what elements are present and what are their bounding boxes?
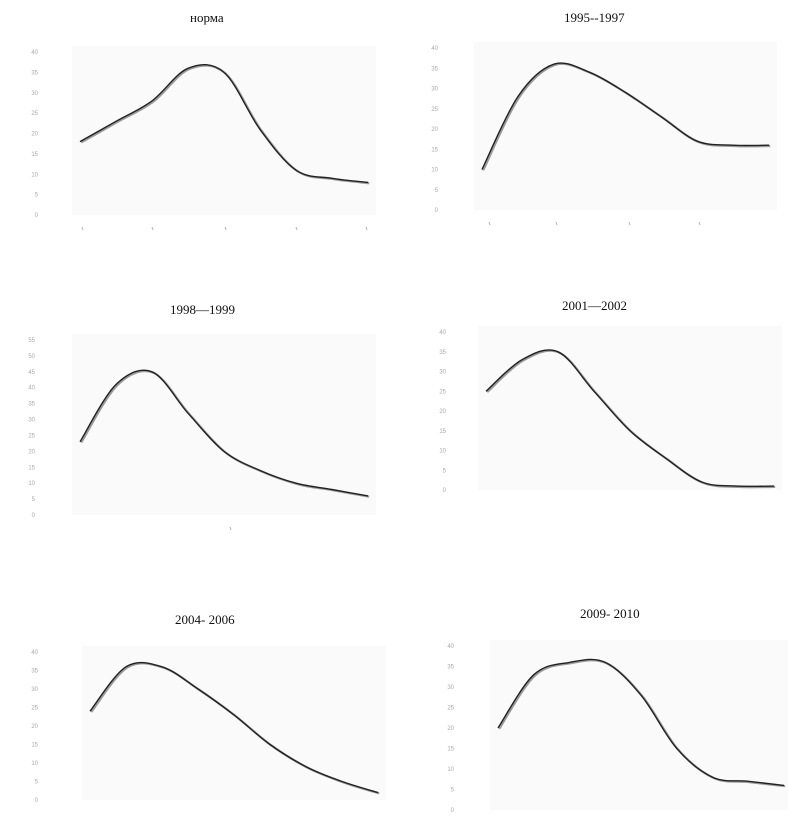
y-tick-label: 40 [31,650,38,656]
chart-panel-norma: норма 40 35 30 25 20 15 10 5 0 [0,0,394,270]
y-tick-label: 10 [431,168,438,174]
chart-panel-1995-1997: 1995--1997 40 35 30 25 20 15 10 5 0 [394,0,788,270]
y-tick-label: 30 [447,685,454,691]
y-tick-label: 35 [28,402,35,408]
chart-title: 2009- 2010 [580,606,640,621]
y-tick-label: 40 [31,50,38,56]
y-tick-label: 0 [32,513,36,519]
y-tick-label: 5 [435,188,439,194]
line-chart: 40 35 30 25 20 15 10 5 0 [31,46,376,231]
y-tick-label: 35 [31,70,38,76]
y-tick-label: 15 [31,743,38,749]
y-tick-label: 40 [439,330,446,336]
y-tick-label: 20 [439,409,446,415]
y-tick-label: 25 [28,433,35,439]
y-tick-label: 5 [443,468,447,474]
series-line [485,349,775,488]
line-chart: 40 35 30 25 20 15 10 5 0 [431,42,777,226]
y-tick-label: 20 [447,726,454,732]
y-tick-label: 5 [35,193,39,199]
chart-title: 1995--1997 [564,10,625,25]
y-tick-label: 20 [31,724,38,730]
y-tick-label: 5 [35,780,39,786]
line-chart: 40 35 30 25 20 15 10 5 0 [31,646,386,804]
x-tick-mark [81,226,84,231]
y-tick-label: 0 [451,808,455,814]
line-chart: 40 35 30 25 20 15 10 5 0 [439,326,782,494]
y-tick-label: 30 [439,370,446,376]
line-chart: 40 35 30 25 20 15 10 5 0 [447,640,788,822]
y-tick-label: 25 [439,389,446,395]
chart-title: 2001—2002 [562,298,627,313]
y-tick-label: 35 [431,66,438,72]
y-tick-label: 10 [31,761,38,767]
plot-area [82,646,386,800]
y-tick-label: 30 [28,418,35,424]
x-tick-mark [365,226,368,231]
y-tick-label: 50 [28,354,35,360]
y-tick-label: 15 [31,152,38,158]
y-tick-label: 35 [439,350,446,356]
series-line [79,369,369,497]
chart-panel-1998-1999: 1998—1999 55 50 45 40 35 30 25 20 15 10 5 0 [0,290,394,560]
y-tick-label: 25 [447,706,454,712]
chart-title: норма [190,10,224,25]
plot-area [72,334,376,515]
y-tick-label: 0 [435,208,439,214]
chart-title: 1998—1999 [170,302,235,317]
chart-panel-2009-2010: 2009- 2010 40 35 30 25 20 15 10 5 0 [394,600,788,822]
series-line [497,658,785,787]
y-tick-label: 15 [439,429,446,435]
y-tick-label: 30 [31,687,38,693]
y-tick-label: 40 [447,644,454,650]
x-tick-mark [229,526,232,531]
x-tick-mark [555,221,558,226]
y-tick-label: 20 [431,127,438,133]
y-tick-label: 35 [31,669,38,675]
y-tick-label: 10 [439,449,446,455]
y-tick-label: 0 [443,488,447,494]
plot-area [474,42,777,210]
x-tick-mark [151,226,154,231]
chart-panel-2001-2002: 2001—2002 40 35 30 25 20 15 10 5 0 [394,290,788,560]
y-tick-label: 15 [28,465,35,471]
x-tick-mark [698,221,701,226]
y-tick-label: 35 [447,665,454,671]
y-tick-label: 10 [447,767,454,773]
x-tick-mark [488,221,491,226]
plot-area [72,46,376,215]
y-tick-label: 15 [431,147,438,153]
series-line [79,64,369,184]
x-tick-mark [295,226,298,231]
chart-panel-2004-2006: 2004- 2006 40 35 30 25 20 15 10 5 0 [0,600,394,822]
x-tick-mark [628,221,631,226]
y-tick-label: 15 [447,747,454,753]
y-tick-label: 20 [28,449,35,455]
y-tick-label: 5 [32,497,36,503]
y-tick-label: 0 [35,798,39,804]
y-tick-label: 25 [431,107,438,113]
y-tick-label: 30 [31,91,38,97]
y-tick-label: 40 [431,46,438,52]
y-tick-label: 30 [431,87,438,93]
y-tick-label: 40 [28,386,35,392]
y-tick-label: 45 [28,370,35,376]
y-tick-label: 10 [31,172,38,178]
series-line [89,661,379,794]
y-tick-label: 25 [31,706,38,712]
plot-area [478,326,782,490]
y-tick-label: 55 [28,338,35,344]
y-tick-label: 10 [28,481,35,487]
series-line [481,62,770,170]
y-tick-label: 5 [451,788,455,794]
plot-area [490,640,788,810]
chart-title: 2004- 2006 [175,612,235,627]
y-tick-label: 25 [31,111,38,117]
x-tick-mark [224,226,227,231]
y-tick-label: 20 [31,132,38,138]
y-tick-label: 0 [35,213,39,219]
